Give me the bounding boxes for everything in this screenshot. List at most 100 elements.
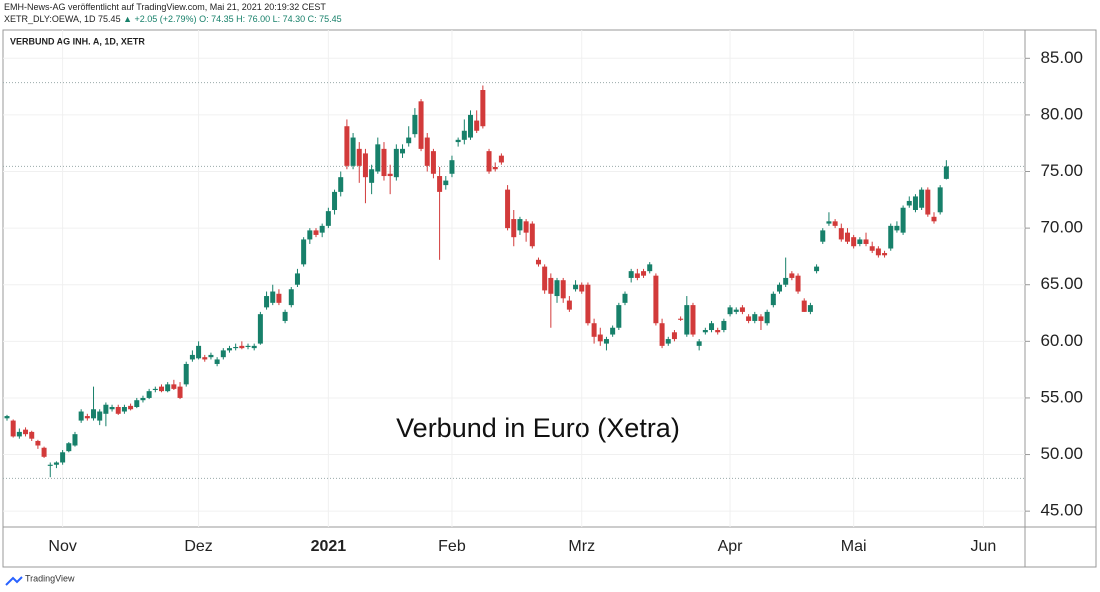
candle-body xyxy=(362,153,368,178)
candle-body xyxy=(727,307,733,315)
candle-body xyxy=(900,207,906,233)
candle-body xyxy=(863,239,869,244)
candle-body xyxy=(857,239,863,244)
candle-body xyxy=(233,346,239,349)
annotation: Verbund in Euro (Xetra) xyxy=(396,413,680,443)
candle-body xyxy=(628,271,634,278)
candle-body xyxy=(875,248,881,256)
candle-body xyxy=(461,130,467,140)
candle-body xyxy=(610,327,616,335)
candle-body xyxy=(29,431,35,439)
candle-body xyxy=(820,230,826,242)
candle-body xyxy=(196,345,202,359)
candle-body xyxy=(832,221,838,226)
candle-body xyxy=(381,148,387,177)
candle-body xyxy=(579,284,585,292)
candle-body xyxy=(869,246,875,251)
candle-body xyxy=(375,144,381,172)
y-tick-label: 60.00 xyxy=(1040,331,1083,350)
candle-body xyxy=(270,291,276,303)
candle-body xyxy=(264,296,270,308)
candle-body xyxy=(826,221,832,224)
candle-body xyxy=(424,137,430,166)
candle-body xyxy=(177,386,183,398)
candle-body xyxy=(937,187,943,213)
candle-body xyxy=(202,357,208,360)
candle-body xyxy=(814,266,820,272)
candle-body xyxy=(653,275,659,324)
candle-body xyxy=(245,345,251,347)
candle-body xyxy=(622,293,628,303)
candle-body xyxy=(783,277,789,285)
candle-body xyxy=(276,293,282,303)
candle-body xyxy=(777,284,782,292)
chart-frame xyxy=(2,29,1097,568)
candle-body xyxy=(10,420,16,437)
x-tick-label: Apr xyxy=(718,538,744,555)
candle-body xyxy=(702,330,708,333)
candle-body xyxy=(758,316,764,321)
candle-body xyxy=(468,114,473,138)
candle-body xyxy=(4,416,10,419)
candle-body xyxy=(121,406,127,412)
candle-body xyxy=(789,273,795,278)
candle-body xyxy=(671,332,677,340)
candle-body xyxy=(251,345,257,349)
candle-body xyxy=(152,388,158,391)
logo: TradingView xyxy=(5,573,75,586)
candle-body xyxy=(301,239,307,265)
y-tick-label: 45.00 xyxy=(1040,501,1083,520)
candle-body xyxy=(47,464,53,466)
candle-body xyxy=(16,431,22,437)
candle-body xyxy=(709,323,715,331)
candle-body xyxy=(844,232,850,242)
candle-body xyxy=(678,318,684,320)
candle-body xyxy=(307,230,313,240)
candle-body xyxy=(838,228,844,240)
y-tick-label: 70.00 xyxy=(1040,218,1083,237)
candle-body xyxy=(319,225,325,233)
candle-body xyxy=(430,151,436,174)
candle-body xyxy=(585,284,591,324)
candle-body xyxy=(511,219,517,238)
candle-body xyxy=(492,166,498,170)
candle-body xyxy=(109,406,115,410)
candle-body xyxy=(554,280,560,297)
candle-body xyxy=(332,191,338,211)
candle-body xyxy=(189,354,195,360)
candle-body xyxy=(795,275,801,292)
candle-body xyxy=(455,139,461,143)
candle-body xyxy=(659,323,665,346)
candle-body xyxy=(344,126,350,166)
candle-body xyxy=(560,280,566,299)
candle-body xyxy=(597,334,603,342)
candle-body xyxy=(603,339,609,344)
y-tick-label: 50.00 xyxy=(1040,444,1083,463)
legend: VERBUND AG INH. A, 1D, XETR xyxy=(10,36,145,46)
ohlc: O: 74.35 H: 76.00 L: 74.30 C: 75.45 xyxy=(199,14,342,24)
candle-body xyxy=(393,148,399,178)
y-tick-label: 85.00 xyxy=(1040,48,1083,67)
candle-body xyxy=(183,363,189,385)
candle-body xyxy=(746,316,752,321)
y-tick-label: 80.00 xyxy=(1040,104,1083,123)
candle-body xyxy=(851,237,857,247)
candle-body xyxy=(220,350,226,358)
y-tick-label: 55.00 xyxy=(1040,387,1083,406)
candle-body xyxy=(721,320,727,331)
candle-body xyxy=(418,101,424,149)
candle-body xyxy=(134,400,140,407)
candle-body xyxy=(91,409,97,419)
candle-body xyxy=(449,160,455,174)
candle-body xyxy=(474,120,480,131)
symbol: XETR_DLY:OEWA, 1D xyxy=(4,14,96,24)
candle-body xyxy=(888,225,894,249)
candle-body xyxy=(894,225,900,231)
x-tick-label: Dez xyxy=(184,538,212,555)
candle-body xyxy=(807,305,813,312)
candle-body xyxy=(159,386,164,392)
candle-body xyxy=(257,314,263,344)
candle-body xyxy=(548,277,554,294)
